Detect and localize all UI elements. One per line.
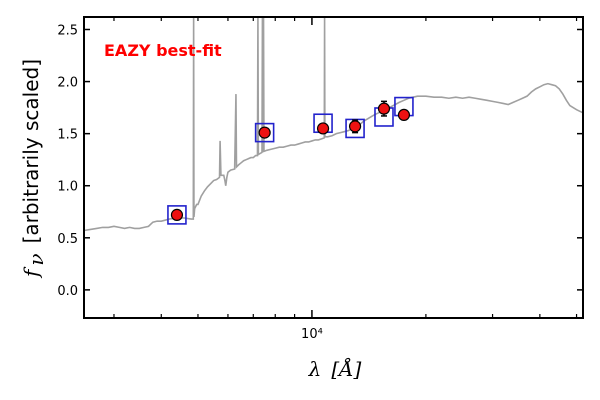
- model-photometry-squares: [167, 96, 414, 225]
- model-square-0: [167, 205, 187, 225]
- x-axis-unit: [Å]: [331, 356, 361, 381]
- svg-text:f ν [arbitrarily s: f ν [arbitrarily scaled]: [19, 59, 48, 279]
- plot-frame: [83, 16, 584, 319]
- y-axis-label: f ν [arbitrarily scaled]: [19, 59, 48, 279]
- y-axis-text: [arbitrarily scaled]: [19, 59, 43, 243]
- observed-point-3: [348, 120, 362, 133]
- annotation-label: EAZY best-fit: [104, 41, 222, 60]
- ytick-label-4: 2.0: [57, 76, 78, 91]
- svg-text:λ [Å]: λ [Å]: [308, 356, 362, 381]
- observed-point-0: [170, 208, 184, 221]
- ytick-label-5: 2.5: [57, 23, 78, 38]
- ytick-label-1: 0.5: [57, 232, 78, 247]
- template-line: [83, 16, 584, 232]
- observed-point-5: [397, 108, 411, 122]
- y-axis-subscript: ν: [24, 253, 48, 265]
- x-axis-symbol: λ: [308, 357, 322, 381]
- ytick-label-2: 1.0: [57, 180, 78, 195]
- ytick-label-3: 1.5: [57, 128, 78, 143]
- observed-point-2: [316, 122, 330, 135]
- observed-point-4: [377, 102, 391, 115]
- x-axis-label: λ [Å]: [308, 356, 362, 381]
- model-square-1: [254, 122, 275, 143]
- template-spectrum: [83, 16, 584, 232]
- axis-ticks: 0.0 0.5 1.0 1.5 2.0 2.5 10⁴: [57, 17, 583, 342]
- observed-point-1: [258, 126, 271, 139]
- y-axis-symbol: f: [19, 266, 43, 279]
- ytick-label-0: 0.0: [57, 284, 78, 299]
- xtick-label-0: 10⁴: [301, 327, 323, 342]
- observed-photometry-points: [170, 100, 411, 221]
